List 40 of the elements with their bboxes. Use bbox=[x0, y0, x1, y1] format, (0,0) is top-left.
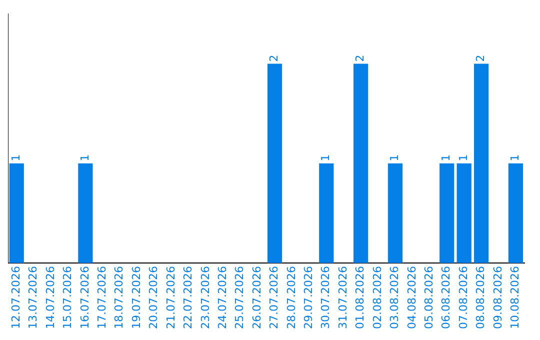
x-tick-label: 30.07.2026 bbox=[319, 266, 332, 330]
data-label: 1 bbox=[456, 154, 470, 162]
x-tick-label: 26.07.2026 bbox=[250, 266, 264, 330]
x-tick-label: 08.08.2026 bbox=[474, 266, 488, 330]
x-tick-label: 12.07.2026 bbox=[9, 266, 22, 330]
data-label: 1 bbox=[388, 154, 402, 162]
x-tick-label: 14.07.2026 bbox=[44, 266, 57, 330]
data-label: 2 bbox=[474, 54, 488, 62]
x-tick-label: 05.08.2026 bbox=[422, 266, 436, 330]
x-tick-label: 09.08.2026 bbox=[491, 266, 504, 330]
data-label: 1 bbox=[319, 154, 332, 162]
data-label: 2 bbox=[354, 54, 367, 62]
x-tick-label: 31.07.2026 bbox=[336, 266, 350, 330]
data-label: 1 bbox=[78, 154, 92, 162]
x-tick-label: 22.07.2026 bbox=[182, 266, 195, 330]
x-tick-label: 17.07.2026 bbox=[96, 266, 109, 330]
data-label: 2 bbox=[268, 54, 281, 62]
x-tick-label: 19.07.2026 bbox=[130, 266, 143, 330]
x-tick-label: 18.07.2026 bbox=[112, 266, 126, 330]
x-tick-label: 27.07.2026 bbox=[268, 266, 281, 330]
data-label: 1 bbox=[440, 154, 453, 162]
x-tick-label: 28.07.2026 bbox=[284, 266, 298, 330]
data-label: 1 bbox=[9, 154, 22, 162]
x-tick-label: 07.08.2026 bbox=[456, 266, 470, 330]
data-label: 1 bbox=[508, 154, 522, 162]
x-tick-label: 03.08.2026 bbox=[388, 266, 402, 330]
x-tick-label: 04.08.2026 bbox=[405, 266, 418, 330]
x-tick-label: 02.08.2026 bbox=[370, 266, 384, 330]
x-tick-label: 06.08.2026 bbox=[440, 266, 453, 330]
x-tick-label: 23.07.2026 bbox=[198, 266, 212, 330]
x-tick-label: 16.07.2026 bbox=[78, 266, 92, 330]
x-tick-label: 25.07.2026 bbox=[233, 266, 246, 330]
x-tick-label: 20.07.2026 bbox=[147, 266, 160, 330]
x-tick-label: 21.07.2026 bbox=[164, 266, 178, 330]
x-tick-label: 10.08.2026 bbox=[508, 266, 522, 330]
x-tick-label: 24.07.2026 bbox=[216, 266, 229, 330]
x-tick-label: 29.07.2026 bbox=[302, 266, 316, 330]
x-tick-label: 13.07.2026 bbox=[26, 266, 40, 330]
x-tick-label: 01.08.2026 bbox=[354, 266, 367, 330]
x-tick-label: 15.07.2026 bbox=[61, 266, 74, 330]
